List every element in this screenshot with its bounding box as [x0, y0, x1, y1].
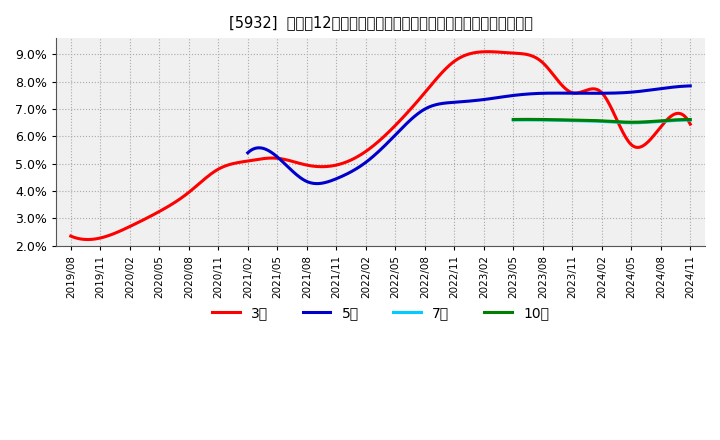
7年	[683, 117, 691, 123]
Line: 3年: 3年	[71, 51, 690, 239]
7年	[615, 120, 624, 125]
3年	[686, 121, 695, 127]
10年	[686, 117, 695, 122]
5年	[457, 99, 466, 104]
5年	[686, 83, 695, 88]
10年	[523, 117, 531, 122]
10年	[615, 119, 624, 125]
10年	[595, 118, 603, 123]
3年	[366, 146, 374, 151]
3年	[403, 110, 412, 115]
5年	[607, 91, 616, 96]
Line: 7年: 7年	[513, 120, 690, 123]
10年	[593, 118, 602, 123]
10年	[628, 120, 636, 125]
7年	[628, 120, 636, 125]
7年	[523, 117, 531, 123]
10年	[605, 119, 613, 124]
7年	[509, 117, 518, 123]
3年	[577, 89, 585, 95]
7年	[605, 119, 613, 125]
5年	[676, 84, 685, 89]
Legend: 3年, 5年, 7年, 10年: 3年, 5年, 7年, 10年	[207, 301, 554, 326]
5年	[508, 93, 516, 98]
5年	[454, 99, 463, 105]
3年	[66, 234, 75, 239]
3年	[484, 49, 492, 54]
5年	[312, 181, 321, 186]
3年	[673, 111, 682, 116]
10年	[654, 118, 663, 124]
3年	[84, 237, 92, 242]
7年	[686, 117, 695, 123]
7年	[593, 118, 602, 124]
Line: 10年: 10年	[513, 119, 690, 122]
7年	[654, 119, 663, 124]
5年	[243, 150, 252, 155]
5年	[484, 96, 492, 102]
10年	[509, 117, 518, 122]
3年	[362, 148, 371, 154]
Title: [5932]  売上高12か月移動合計の対前年同期増減率の標準偏差の推移: [5932] 売上高12か月移動合計の対前年同期増減率の標準偏差の推移	[228, 15, 533, 30]
10年	[683, 117, 691, 122]
7年	[595, 119, 603, 124]
3年	[436, 71, 445, 77]
Line: 5年: 5年	[248, 86, 690, 183]
